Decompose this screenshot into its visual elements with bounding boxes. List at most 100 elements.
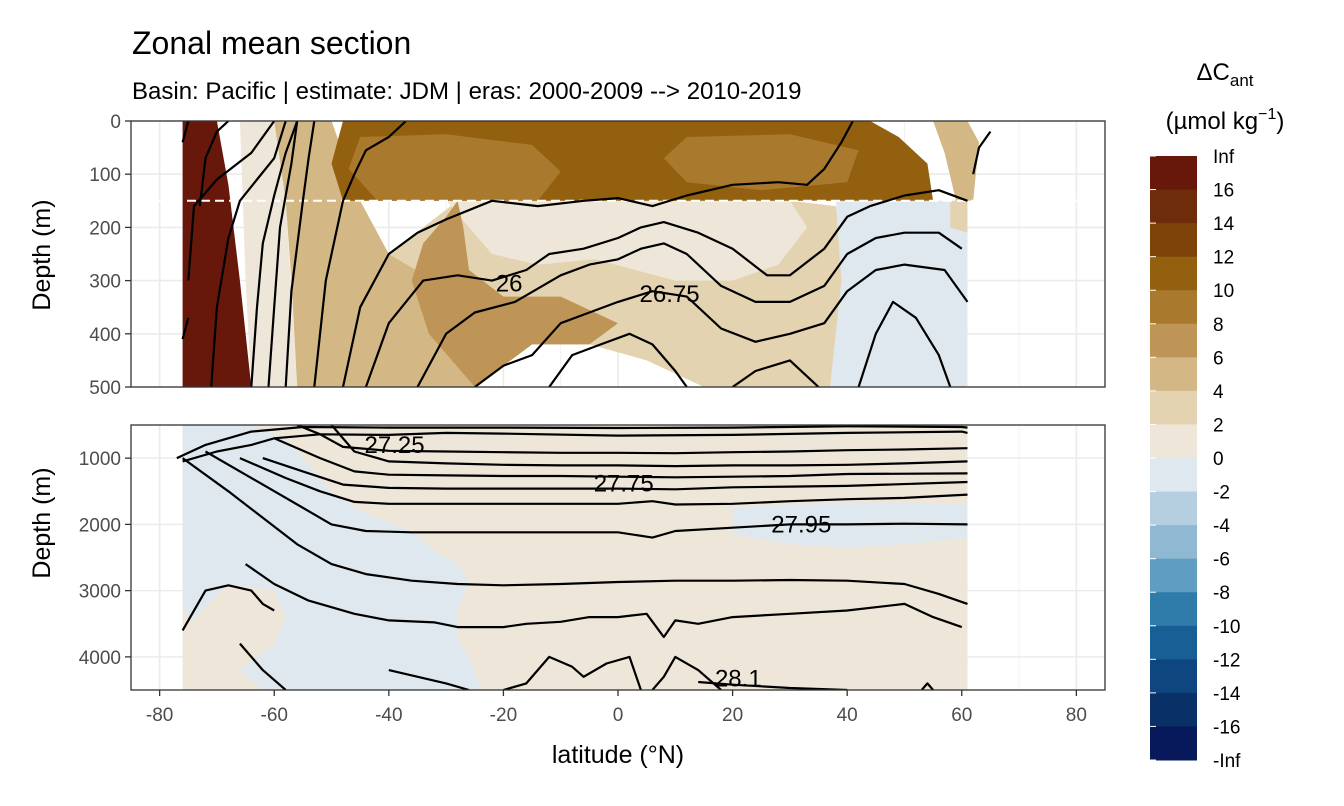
filled-contour-region [348, 134, 561, 201]
legend-label: -10 [1213, 617, 1240, 638]
isopycnal-line [239, 457, 968, 506]
isopycnal-line [181, 121, 190, 143]
legend-title: ΔCant [1196, 59, 1253, 90]
contour-label: 26.75 [640, 281, 700, 308]
legend-label: -14 [1213, 684, 1241, 705]
legend-units-text: (µmol kg [1166, 108, 1259, 135]
x-tick-label: 0 [613, 705, 624, 726]
x-tick-label: 80 [1066, 705, 1087, 726]
isopycnal-line [239, 642, 287, 690]
isopycnal-line [181, 457, 968, 605]
isopycnal-line [273, 437, 968, 479]
legend-color-bin [1150, 558, 1197, 593]
filled-contours [182, 121, 979, 387]
legend-color-bin [1150, 223, 1197, 258]
legend-label: 0 [1213, 449, 1224, 470]
upper-panel: 26 26.75 0 100 200 300 400 500 [89, 112, 1106, 399]
legend-color-bin [1150, 290, 1197, 325]
x-axis-title: latitude (°N) [552, 741, 684, 769]
filled-contour-region [411, 200, 618, 387]
y-axis-title-lower: Depth (m) [28, 467, 56, 578]
filled-contours [182, 425, 968, 690]
x-axis: -80 -60 -40 -20 0 20 40 60 80 [146, 690, 1087, 726]
isopycnal-line [364, 189, 968, 387]
legend-units: (µmol kg−1) [1166, 106, 1285, 135]
contour-label: 28.1 [715, 666, 762, 693]
legend-color-bin [1150, 692, 1197, 727]
y-tick-label: 4000 [79, 648, 121, 669]
legend-label: 4 [1213, 382, 1224, 403]
y-tick-label: 200 [89, 218, 121, 239]
y-tick-label: 300 [89, 272, 121, 293]
isopycnal-line [284, 121, 316, 387]
y-tick-label: 1000 [79, 449, 121, 470]
x-tick-label: 20 [722, 705, 743, 726]
legend-label: Inf [1213, 147, 1235, 168]
isopycnal-line [503, 655, 642, 690]
isopycnal-line [920, 682, 934, 690]
y-tick-label: 2000 [79, 515, 121, 536]
isopycnal-line [262, 457, 968, 491]
legend-label: -6 [1213, 550, 1230, 571]
isopycnal-line [181, 317, 190, 340]
filled-contour-region [302, 152, 332, 201]
legend-color-bin [1150, 726, 1197, 761]
legend-units-sup: −1 [1258, 106, 1276, 123]
legend-color-bin [1150, 458, 1197, 493]
filled-contour-region [663, 134, 859, 191]
y-tick-label: 500 [89, 378, 121, 399]
legend-label: -8 [1213, 583, 1230, 604]
filled-contour-region [182, 584, 286, 677]
x-tick-label: -60 [261, 705, 288, 726]
legend-label: 14 [1213, 214, 1235, 235]
isopycnal-line [313, 121, 407, 387]
filled-contour-region [239, 121, 298, 387]
legend-title-sub: ant [1230, 71, 1254, 90]
isopycnal-line [388, 669, 470, 690]
isopycnal-line [698, 680, 848, 690]
legend-color-bin [1150, 525, 1197, 560]
isopycnal-contours [181, 121, 992, 387]
filled-contour-region [950, 200, 968, 233]
legend-label: 8 [1213, 315, 1224, 336]
legend-label: -4 [1213, 516, 1230, 537]
legend-label: -Inf [1213, 751, 1241, 772]
legend: ΔCant (µmol kg−1) Inf 16 14 12 10 8 6 4 2 0 -2 -4 -6… [1150, 59, 1284, 772]
filled-contour-region [182, 121, 252, 387]
legend-color-bin [1150, 256, 1197, 291]
legend-units-close: ) [1276, 108, 1284, 135]
isopycnal-line [341, 121, 854, 387]
contour-label: 26 [496, 270, 523, 297]
legend-color-bin [1150, 189, 1197, 224]
isopycnal-line [204, 450, 968, 539]
legend-color-bin [1150, 156, 1197, 191]
y-axis-title-upper: Depth (m) [28, 199, 56, 310]
contour-label: 27.25 [365, 432, 425, 459]
isopycnal-line [651, 655, 722, 690]
isopycnal-contours [176, 425, 968, 690]
filled-contour-region [446, 200, 808, 281]
isopycnal-line [731, 359, 820, 387]
isopycnal-line [181, 584, 275, 631]
isopycnal-line [267, 121, 299, 387]
legend-label: 6 [1213, 348, 1224, 369]
x-tick-label: -80 [146, 705, 173, 726]
y-tick-label: 3000 [79, 582, 121, 603]
y-tick-label: 0 [110, 112, 121, 133]
filled-contour-region [675, 333, 836, 387]
legend-color-bin [1150, 625, 1197, 660]
legend-label: 2 [1213, 415, 1224, 436]
isopycnal-line [198, 121, 230, 207]
isopycnal-line [210, 121, 287, 387]
isopycnal-line [857, 300, 952, 387]
isopycnal-line [187, 121, 276, 281]
legend-title-main: ΔC [1196, 59, 1229, 86]
legend-label: -12 [1213, 650, 1240, 671]
isopycnal-line [416, 231, 963, 387]
legend-color-bin [1150, 659, 1197, 694]
legend-color-bin [1150, 323, 1197, 358]
isopycnal-line [182, 430, 968, 463]
legend-label: 10 [1213, 281, 1234, 302]
x-tick-label: -20 [490, 705, 517, 726]
isopycnal-line [474, 263, 969, 387]
